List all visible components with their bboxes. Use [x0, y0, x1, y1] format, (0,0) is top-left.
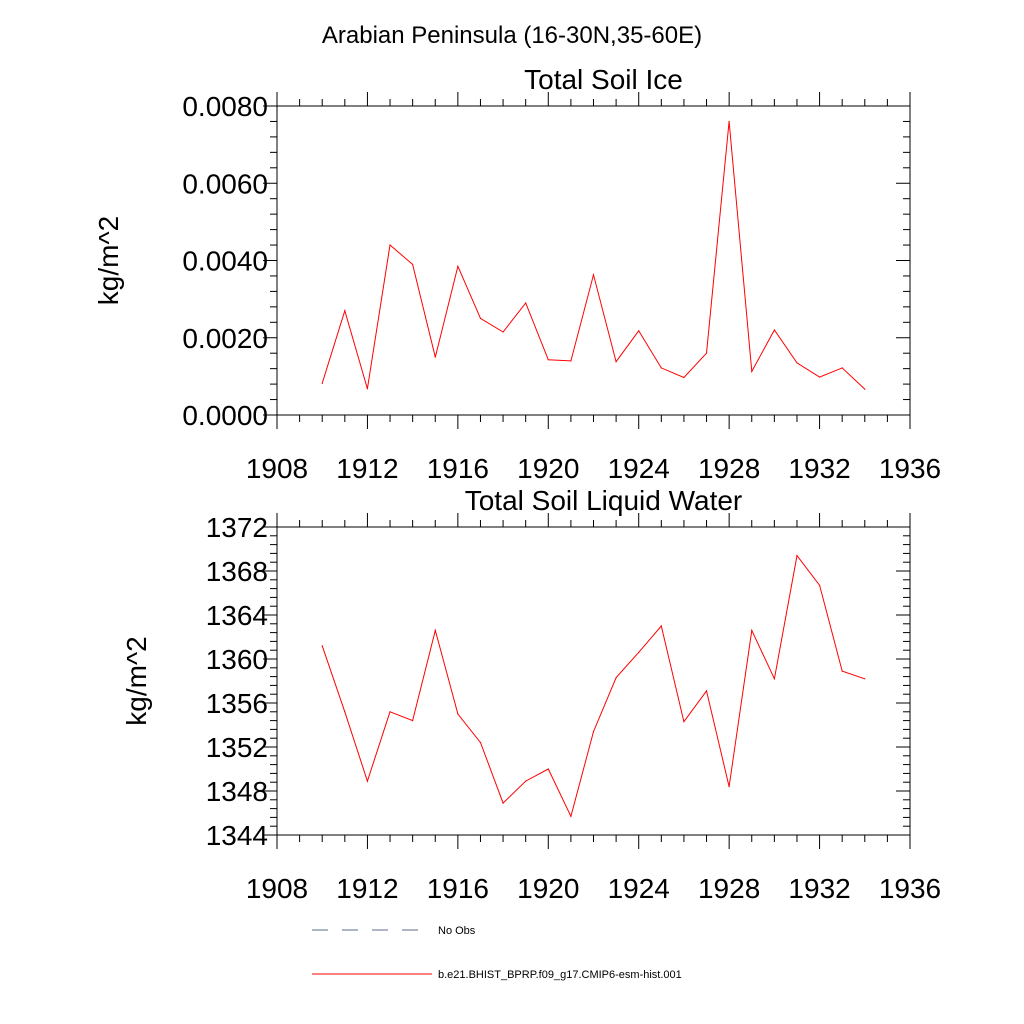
- data-point: [705, 352, 708, 354]
- data-point: [502, 802, 504, 804]
- plot-frame: [276, 105, 911, 416]
- x-tick-label: 1912: [336, 453, 398, 484]
- y-tick-label: 1356: [206, 688, 268, 719]
- data-point: [638, 330, 640, 332]
- chart-title: Total Soil Liquid Water: [465, 485, 743, 516]
- data-point: [547, 359, 549, 361]
- data-point: [412, 720, 414, 722]
- data-point: [344, 711, 346, 713]
- x-tick-label: 1924: [608, 453, 670, 484]
- x-tick-label: 1908: [246, 873, 308, 904]
- data-point: [773, 329, 775, 331]
- data-point: [570, 815, 572, 817]
- x-tick-label: 1928: [698, 873, 760, 904]
- x-tick-label: 1908: [246, 453, 308, 484]
- data-point: [728, 120, 730, 123]
- y-tick-label: 0.0080: [182, 91, 268, 122]
- panel-total-soil-ice: Total Soil Ice 1908 1912 1916 1920 1924 1928 19…: [93, 64, 941, 484]
- y-axis-label: kg/m^2: [93, 216, 124, 305]
- x-tick-label: 1920: [517, 873, 579, 904]
- y-axis-label: kg/m^2: [121, 636, 152, 725]
- x-tick-label: 1916: [427, 873, 489, 904]
- x-tick-label: 1916: [427, 453, 489, 484]
- y-tick-label: 0.0060: [182, 168, 268, 199]
- data-point: [841, 670, 843, 672]
- data-point: [615, 677, 617, 679]
- panel-total-soil-liquid-water: Total Soil Liquid Water 1908 1912 1916 1920 1…: [121, 485, 941, 904]
- data-point: [434, 356, 436, 358]
- data-point: [412, 263, 414, 265]
- legend: No Obs b.e21.BHIST_BPRP.f09_g17.CMIP6-es…: [312, 925, 682, 981]
- series-line-model: [321, 121, 866, 390]
- data-point: [683, 376, 685, 379]
- legend-label-no-obs: No Obs: [438, 925, 476, 937]
- data-point: [366, 388, 369, 390]
- data-point: [457, 713, 459, 715]
- data-point: [841, 367, 843, 369]
- x-tick-label: 1936: [879, 873, 941, 904]
- x-tick-label: 1932: [788, 873, 850, 904]
- data-point: [864, 678, 866, 680]
- data-point: [502, 331, 504, 333]
- y-tick-label: 1372: [206, 512, 268, 543]
- data-point: [366, 780, 369, 782]
- x-tick-label: 1932: [788, 453, 850, 484]
- data-point: [457, 265, 459, 267]
- chart-title: Total Soil Ice: [524, 64, 683, 95]
- plot-frame: [276, 526, 911, 836]
- data-point: [796, 362, 798, 364]
- y-tick-label: 0.0020: [182, 323, 268, 354]
- data-point: [796, 555, 798, 557]
- series-line-model: [321, 554, 865, 818]
- data-point: [479, 742, 482, 744]
- y-tick-label: 1352: [206, 732, 268, 763]
- x-tick-label: 1928: [698, 453, 760, 484]
- legend-label-model: b.e21.BHIST_BPRP.f09_g17.CMIP6-esm-hist.…: [438, 969, 682, 981]
- data-point: [389, 711, 391, 713]
- y-tick-label: 1364: [206, 600, 268, 631]
- y-tick-label: 1348: [206, 776, 268, 807]
- data-point: [683, 721, 685, 723]
- y-tick-label: 1344: [206, 820, 268, 851]
- data-point: [321, 382, 323, 384]
- data-point: [570, 360, 572, 362]
- data-point: [751, 629, 753, 632]
- data-point: [344, 310, 346, 312]
- data-point: [751, 370, 753, 372]
- data-point: [547, 768, 549, 770]
- data-point: [525, 780, 527, 782]
- data-point: [592, 731, 595, 733]
- data-point: [592, 274, 595, 276]
- data-point: [434, 629, 436, 632]
- data-point: [864, 388, 866, 390]
- x-tick-label: 1920: [517, 453, 579, 484]
- data-point: [773, 678, 775, 680]
- data-point: [660, 625, 662, 627]
- data-point: [479, 317, 482, 320]
- data-point: [660, 367, 662, 369]
- y-tick-label: 1368: [206, 556, 268, 587]
- y-tick-label: 0.0040: [182, 246, 268, 277]
- data-point: [818, 376, 821, 378]
- data-point: [525, 302, 527, 304]
- data-point: [615, 361, 617, 363]
- data-point: [728, 786, 730, 788]
- x-tick-label: 1936: [879, 453, 941, 484]
- x-tick-label: 1924: [608, 873, 670, 904]
- data-point: [705, 690, 708, 692]
- y-tick-label: 0.0000: [182, 400, 268, 431]
- y-tick-label: 1360: [206, 644, 268, 675]
- figure-title: Arabian Peninsula (16-30N,35-60E): [322, 22, 702, 49]
- x-tick-label: 1912: [336, 873, 398, 904]
- data-point: [389, 244, 391, 246]
- data-point: [638, 651, 640, 654]
- data-point: [321, 645, 323, 647]
- data-point: [818, 584, 821, 586]
